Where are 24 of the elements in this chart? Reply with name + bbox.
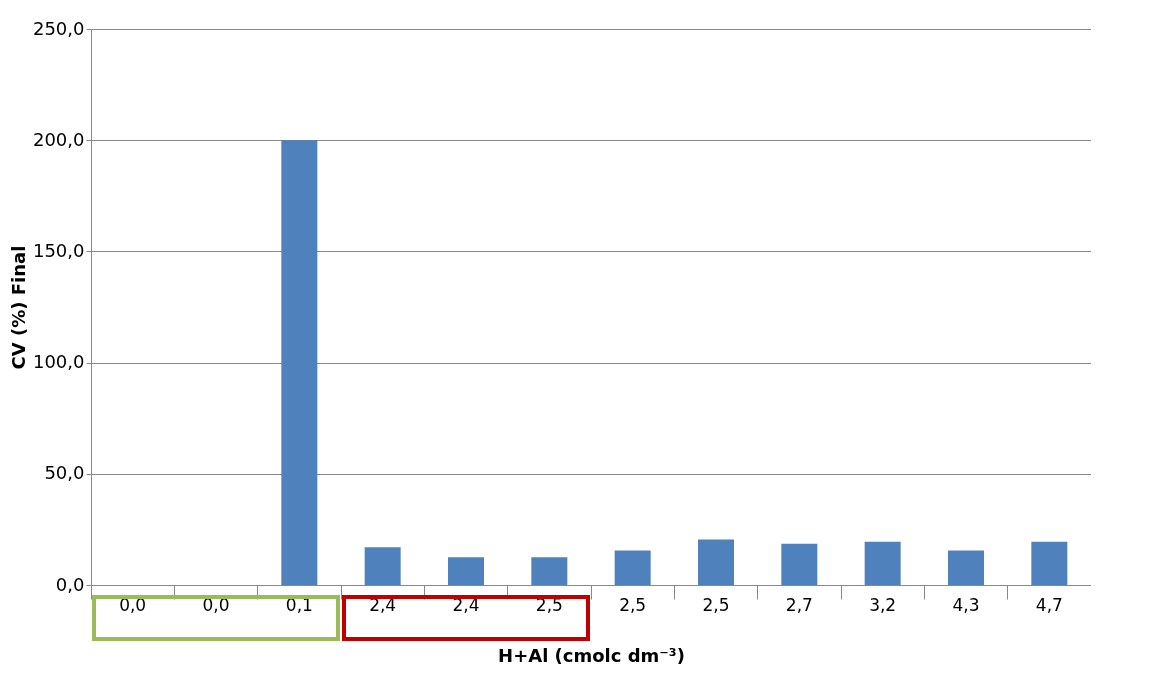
y-tick-label: 150,0 xyxy=(32,239,85,261)
x-tick-label: 4,7 xyxy=(1035,594,1063,615)
bar xyxy=(1031,541,1068,585)
y-axis-title: CV (%) Final xyxy=(7,245,29,370)
bar xyxy=(698,539,734,585)
x-axis-title: H+Al (cmolc dm⁻³) xyxy=(498,644,685,666)
y-tick-label: 250,0 xyxy=(32,17,85,39)
x-tick-label: 2,5 xyxy=(702,594,730,615)
bar xyxy=(781,543,818,585)
bar xyxy=(614,550,651,585)
x-tick-label: 2,5 xyxy=(619,594,647,615)
x-tick-label: 3,2 xyxy=(869,594,897,615)
bar xyxy=(948,550,984,585)
bar xyxy=(531,557,568,585)
y-tick-label: 0,0 xyxy=(55,573,85,595)
x-tick-label: 2,7 xyxy=(785,594,813,615)
bar xyxy=(448,557,484,585)
x-tick-label: 4,3 xyxy=(952,594,980,615)
bar xyxy=(281,140,318,585)
bar xyxy=(364,547,401,585)
y-tick-label: 200,0 xyxy=(32,128,85,150)
bar xyxy=(864,541,901,585)
y-tick-label: 100,0 xyxy=(32,351,85,373)
y-tick-label: 50,0 xyxy=(44,462,85,484)
